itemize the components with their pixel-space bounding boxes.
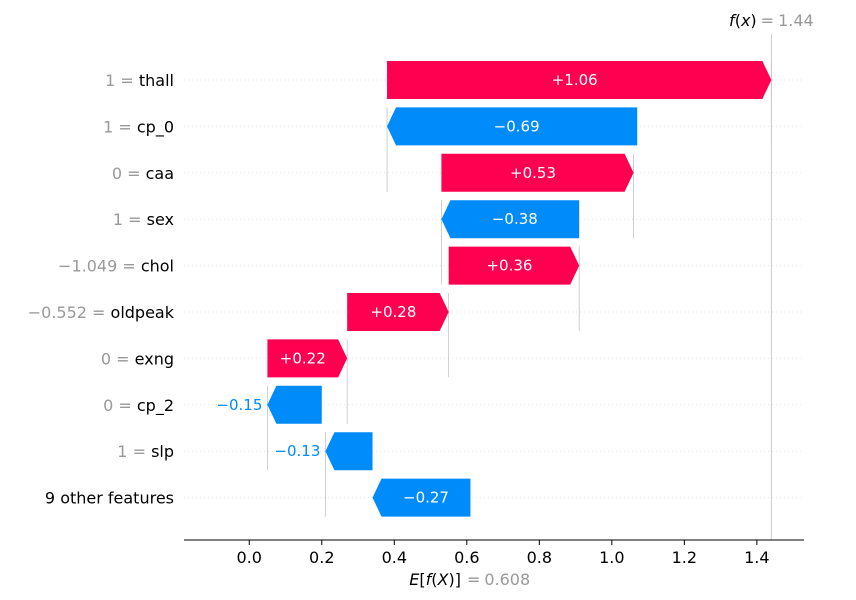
- feature-value: −0.552 =: [28, 303, 111, 322]
- bar-value-label: +0.53: [510, 164, 556, 182]
- x-tick-label: 1.0: [599, 548, 624, 567]
- feature-label: 0 = cp_2: [103, 396, 174, 416]
- x-tick-label: 1.4: [744, 548, 769, 567]
- x-tick-label: 0.2: [309, 548, 334, 567]
- base-value-annotation: E[f(X)] = 0.608: [409, 570, 530, 589]
- bar-value-label: −0.69: [494, 117, 540, 135]
- x-tick-label: 0.0: [237, 548, 262, 567]
- x-tick-label: 0.8: [527, 548, 552, 567]
- x-tick-label: 0.6: [454, 548, 479, 567]
- positive-bar: [448, 246, 580, 285]
- feature-label: −0.552 = oldpeak: [28, 303, 175, 322]
- negative-bar: [325, 432, 373, 471]
- feature-name: 9 other features: [45, 489, 174, 508]
- feature-name: caa: [146, 164, 174, 183]
- positive-bar: [387, 61, 772, 99]
- x-tick-label: 0.4: [382, 548, 407, 567]
- bar-value-label: −0.27: [403, 489, 449, 507]
- negative-bar: [372, 478, 471, 517]
- feature-name: cp_2: [137, 396, 174, 416]
- feature-label: 1 = cp_0: [103, 117, 174, 137]
- bar-value-label: +0.22: [280, 349, 326, 367]
- bar-value-label: −0.15: [216, 396, 262, 414]
- feature-value: 1 =: [113, 210, 147, 229]
- negative-bar: [387, 107, 638, 146]
- feature-name: exng: [135, 349, 174, 368]
- feature-name: sex: [147, 210, 174, 229]
- x-axis: 0.0 0.2 0.4 0.6 0.8 1.0 1.2 1.4: [184, 539, 804, 567]
- feature-name: chol: [141, 257, 174, 276]
- feature-name: oldpeak: [111, 303, 175, 322]
- bar-value-label: −0.38: [492, 210, 538, 228]
- feature-value: 1 =: [103, 117, 137, 136]
- negative-bar: [441, 200, 580, 239]
- positive-bar: [267, 339, 348, 378]
- feature-name: cp_0: [137, 117, 174, 137]
- bar-value-label: +1.06: [552, 71, 598, 89]
- bars: +1.06 −0.69 +0.53 −0.38 +0.36 +0.28 +0.22 −0.15…: [216, 61, 772, 517]
- bar-value-label: +0.28: [370, 303, 416, 321]
- positive-bar: [347, 293, 449, 331]
- feature-label: 1 = thall: [105, 71, 174, 90]
- x-tick-label: 1.2: [672, 548, 697, 567]
- feature-value: 1 =: [105, 71, 139, 90]
- negative-bar: [267, 385, 322, 424]
- feature-name: thall: [139, 71, 174, 90]
- feature-value: 1 =: [117, 442, 151, 461]
- feature-name: slp: [151, 442, 174, 461]
- feature-label: −1.049 = chol: [58, 257, 174, 276]
- output-value-annotation: f(x) = 1.44: [729, 11, 814, 30]
- feature-value: −1.049 =: [58, 257, 141, 276]
- feature-label: 1 = sex: [113, 210, 174, 229]
- positive-bar: [441, 153, 634, 192]
- feature-value: 0 =: [101, 349, 135, 368]
- feature-label: 0 = caa: [112, 164, 174, 183]
- bar-value-label: +0.36: [486, 257, 532, 275]
- feature-value: 0 =: [103, 396, 137, 415]
- bar-value-label: −0.13: [274, 442, 320, 460]
- feature-label: 0 = exng: [101, 349, 174, 368]
- feature-label: 9 other features: [45, 489, 174, 508]
- feature-value: 0 =: [112, 164, 146, 183]
- feature-label: 1 = slp: [117, 442, 174, 461]
